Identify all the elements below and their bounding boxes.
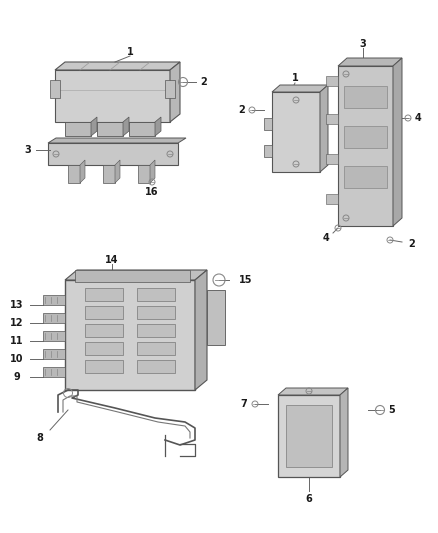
- Bar: [75, 270, 190, 282]
- Polygon shape: [65, 270, 207, 280]
- Bar: [85, 306, 123, 319]
- Text: 2: 2: [201, 77, 207, 87]
- Bar: [137, 288, 175, 301]
- Bar: [50, 80, 60, 98]
- Polygon shape: [272, 85, 328, 92]
- Bar: [65, 122, 91, 136]
- Bar: [272, 92, 320, 172]
- Bar: [43, 331, 65, 341]
- Text: 9: 9: [14, 372, 21, 382]
- Text: 7: 7: [240, 399, 247, 409]
- Polygon shape: [155, 117, 161, 136]
- Bar: [129, 122, 155, 136]
- Bar: [65, 280, 195, 390]
- Bar: [326, 76, 338, 86]
- Text: 3: 3: [25, 145, 32, 155]
- Polygon shape: [55, 62, 180, 70]
- Bar: [278, 395, 340, 477]
- Bar: [43, 295, 65, 305]
- Bar: [344, 166, 387, 188]
- Bar: [85, 342, 123, 355]
- Text: 1: 1: [127, 47, 134, 57]
- Text: 11: 11: [10, 336, 24, 346]
- Bar: [85, 288, 123, 301]
- Bar: [137, 360, 175, 373]
- Bar: [326, 154, 338, 164]
- Text: 6: 6: [306, 494, 312, 504]
- Bar: [344, 86, 387, 108]
- Polygon shape: [170, 62, 180, 122]
- Text: 15: 15: [239, 275, 252, 285]
- Polygon shape: [393, 58, 402, 226]
- Bar: [97, 122, 123, 136]
- Bar: [137, 342, 175, 355]
- Bar: [43, 349, 65, 359]
- Bar: [264, 145, 272, 157]
- Text: 4: 4: [323, 233, 329, 243]
- Bar: [344, 126, 387, 148]
- Polygon shape: [320, 85, 328, 172]
- Bar: [286, 405, 332, 467]
- Bar: [326, 194, 338, 204]
- Bar: [338, 66, 393, 226]
- Text: 2: 2: [239, 105, 245, 115]
- Polygon shape: [80, 160, 85, 183]
- Bar: [207, 290, 225, 345]
- Bar: [103, 165, 115, 183]
- Polygon shape: [338, 58, 402, 66]
- Bar: [43, 367, 65, 377]
- Text: 12: 12: [10, 318, 24, 328]
- Text: 2: 2: [409, 239, 415, 249]
- Text: 5: 5: [389, 405, 396, 415]
- Text: 8: 8: [36, 433, 43, 443]
- Bar: [85, 360, 123, 373]
- Bar: [85, 324, 123, 337]
- Polygon shape: [195, 270, 207, 390]
- Text: 13: 13: [10, 300, 24, 310]
- Text: 10: 10: [10, 354, 24, 364]
- Polygon shape: [278, 388, 348, 395]
- Bar: [48, 143, 178, 165]
- Text: 14: 14: [105, 255, 119, 265]
- Polygon shape: [123, 117, 129, 136]
- Bar: [326, 114, 338, 124]
- Bar: [137, 306, 175, 319]
- Bar: [264, 118, 272, 130]
- Text: 16: 16: [145, 187, 159, 197]
- Bar: [137, 324, 175, 337]
- Polygon shape: [340, 388, 348, 477]
- Bar: [68, 165, 80, 183]
- Polygon shape: [48, 138, 186, 143]
- Bar: [138, 165, 150, 183]
- Bar: [55, 70, 170, 122]
- Bar: [43, 313, 65, 323]
- Text: 3: 3: [360, 39, 366, 49]
- Polygon shape: [150, 160, 155, 183]
- Bar: [165, 80, 175, 98]
- Polygon shape: [91, 117, 97, 136]
- Text: 4: 4: [415, 113, 421, 123]
- Text: 1: 1: [292, 73, 298, 83]
- Polygon shape: [115, 160, 120, 183]
